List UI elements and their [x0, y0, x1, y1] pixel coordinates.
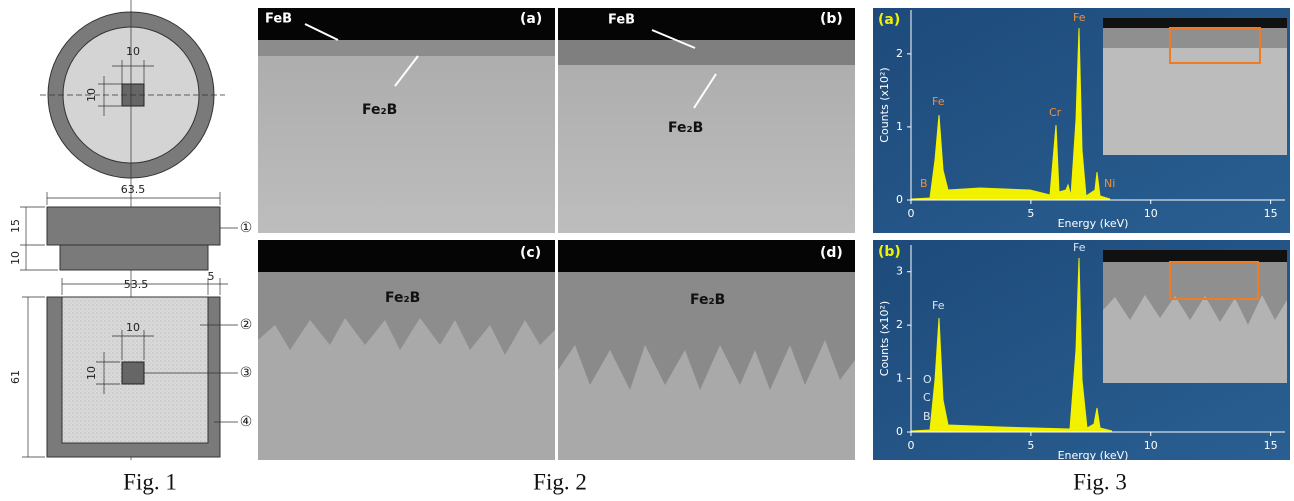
peak-label: Cr [1049, 106, 1062, 119]
dim-label: 10 [126, 321, 140, 334]
peak-label: C [923, 391, 931, 404]
peak-label: B [920, 177, 928, 190]
x-tick-label: 15 [1264, 439, 1278, 452]
part-number: ③ [240, 365, 253, 381]
cap-upper [46, 206, 221, 246]
fig1: 10 10 63.5 15 10 ① 53.5 5 61 10 10 ② ③ ④… [9, 0, 252, 494]
leader [144, 324, 238, 423]
annotation: FeB [608, 13, 635, 28]
peak-label: Fe [932, 299, 945, 312]
x-tick-label: 5 [1027, 439, 1034, 452]
specimen [121, 361, 145, 385]
dim-label: 53.5 [124, 278, 149, 291]
y-axis-label: Counts (x10²) [878, 67, 891, 142]
x-tick-label: 0 [908, 439, 915, 452]
y-tick-label: 1 [896, 120, 903, 133]
panel-label: (b) [878, 244, 901, 260]
annotation: FeB [265, 12, 292, 27]
x-tick-label: 5 [1027, 207, 1034, 220]
boride-layer [558, 40, 855, 65]
inset-layer [1103, 262, 1287, 325]
dim-lines [98, 60, 154, 116]
y-tick-label: 2 [896, 47, 903, 60]
caption: Fig. 1 [123, 469, 177, 494]
x-axis-label: Energy (keV) [1058, 217, 1129, 230]
dim-label: 15 [9, 219, 22, 233]
dim-label: 10 [85, 88, 98, 102]
peak-label: Fe [932, 95, 945, 108]
y-tick-label: 0 [896, 425, 903, 438]
part-number: ② [240, 317, 253, 333]
part-number: ① [240, 220, 253, 236]
y-axis-label: Counts (x10²) [878, 301, 891, 376]
spectrum [910, 27, 1111, 200]
cap-lower [59, 244, 209, 271]
fig2: FeB Fe₂B (a) FeB Fe₂B (b) (c) Fe₂B (d) F… [258, 8, 855, 494]
annotation: Fe₂B [362, 102, 397, 118]
peak-label: O [923, 373, 932, 386]
annotation: Fe₂B [668, 120, 703, 136]
x-axis-label: Energy (keV) [1058, 449, 1129, 462]
y-tick-label: 0 [896, 193, 903, 206]
x-tick-label: 15 [1264, 207, 1278, 220]
peak-label: Ni [1104, 177, 1115, 190]
y-tick-label: 3 [896, 265, 903, 278]
arrows [304, 23, 717, 109]
x-tick-label: 0 [908, 207, 915, 220]
x-tick-label: 10 [1144, 439, 1158, 452]
part-number: ④ [240, 414, 253, 430]
annotation: Fe₂B [690, 292, 725, 308]
caption: Fig. 2 [533, 469, 587, 494]
dim-label: 63.5 [121, 183, 146, 196]
analysis-area [1169, 27, 1261, 64]
panel-label: (a) [520, 11, 542, 27]
dim-label: 10 [85, 366, 98, 380]
y-tick-label: 2 [896, 318, 903, 331]
panel-label: (d) [820, 245, 843, 261]
y-tick-label: 1 [896, 372, 903, 385]
peak-label: Fe [1073, 11, 1086, 24]
peak-label: Fe [1073, 241, 1086, 254]
mount-edge [258, 8, 555, 40]
dim-label: 10 [126, 45, 140, 58]
inset-layer [1103, 28, 1287, 48]
panel-label: (b) [820, 11, 843, 27]
dim-label: 61 [9, 370, 22, 384]
annotation: Fe₂B [385, 290, 420, 306]
boride-teeth [258, 272, 555, 355]
inset-edge [1103, 18, 1287, 28]
panel-label: (c) [520, 245, 541, 261]
peak-label: B [923, 410, 931, 423]
analysis-area [1169, 261, 1259, 300]
inset-edge [1103, 250, 1287, 262]
dim-label: 5 [208, 270, 215, 283]
boride-teeth [558, 272, 855, 390]
mount-edge [558, 240, 855, 272]
caption: Fig. 3 [1073, 469, 1127, 494]
boride-layer [258, 40, 555, 56]
dim-lines [20, 192, 221, 271]
fig3: Fe Fe Cr B Ni Fe Fe O C B Fig. 3 [873, 8, 1290, 494]
x-tick-label: 10 [1144, 207, 1158, 220]
mount-edge [258, 240, 555, 272]
panel-label: (a) [878, 12, 900, 28]
spectrum [910, 257, 1113, 432]
dim-label: 10 [9, 251, 22, 265]
dim-lines [22, 278, 228, 458]
mount-edge [558, 8, 855, 40]
